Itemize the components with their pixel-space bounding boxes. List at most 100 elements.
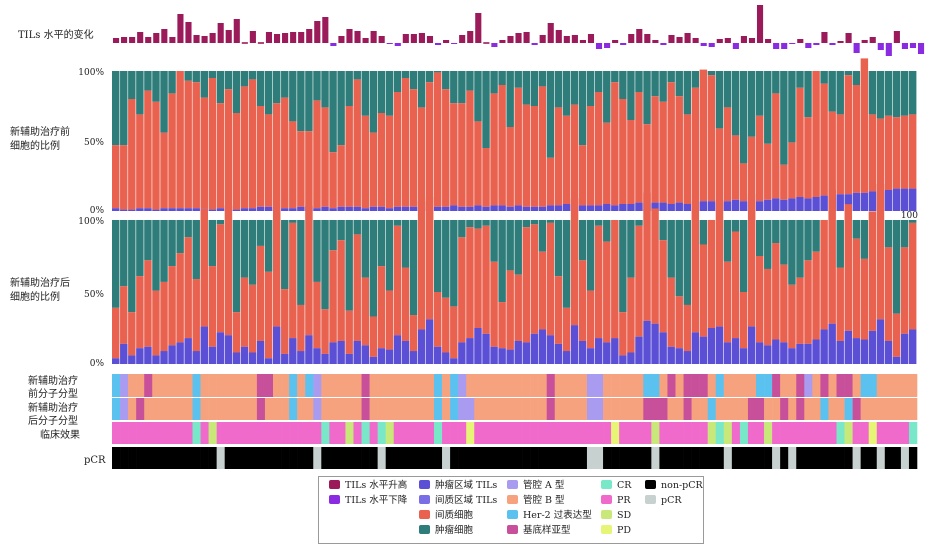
pre-tils-segment [530,206,539,211]
tils-change-bar [756,5,764,43]
clinical-effect-cell [796,422,805,444]
pre-tils-segment [514,205,522,211]
post-stroma-segment [506,270,514,350]
pcr-cell [329,447,338,469]
tils-change-bar [612,40,619,43]
tils-change-bar [129,37,136,43]
pre-tumor-segment [844,71,852,76]
post-subtype-cell [884,398,894,420]
tils-change-bar [587,34,595,43]
pre-tumor-segment [892,71,901,118]
post-tumor-segment [442,220,450,298]
post-subtype-cell [385,398,395,420]
post-stroma-segment [160,281,168,352]
pre-stroma-segment [450,103,458,206]
pcr-cell [812,447,821,469]
pcr-cell [458,447,467,469]
post-tumor-segment [595,220,603,226]
post-tils-segment [876,319,885,364]
post-subtype-cell [168,398,177,420]
pre-stroma-segment [554,107,563,206]
post-tumor-segment [796,220,804,278]
post-stroma-segment [458,237,466,343]
pre-tils-segment [248,208,257,211]
pcr-cell [297,447,306,469]
clinical-effect-cell [908,422,918,444]
pre-tils-segment [401,206,410,211]
post-tils-segment [860,339,869,364]
tils-change-bar [628,34,635,43]
pre-stroma-segment [892,117,901,189]
pre-tick-100: 100% [78,68,104,78]
post-stroma-segment [860,258,869,340]
pre-tumor-segment [490,71,498,94]
pre-subtype-cell [289,374,298,397]
tils-change-bar [821,32,828,43]
pre-subtype-cell [586,374,596,397]
pre-tumor-segment [112,71,120,146]
pre-stroma-segment [788,142,796,199]
post-tumor-segment [232,220,241,313]
post-stroma-segment [739,292,748,349]
post-tils-segment [667,346,675,364]
clinical-effect-cell [273,422,282,444]
post-tils-segment [619,355,627,364]
post-tils-segment [417,329,426,364]
post-subtype-cell [417,398,427,420]
pcr-cell [248,447,258,469]
post-tumor-segment [216,220,225,225]
pre-tumor-segment [570,71,579,105]
pcr-cell [627,447,636,469]
pre-tumor-segment [329,71,337,153]
pre-subtype-cell [281,374,290,397]
post-tils-segment [554,343,563,364]
post-tils-segment [900,333,909,364]
pre-subtype-cell [128,374,137,397]
post-subtype-cell [321,398,330,420]
pre-stroma-segment [490,93,498,206]
pre-stroma-segment [683,114,691,204]
pre-tils-segment [232,209,241,211]
post-subtype-cell [377,398,386,420]
pre-tumor-segment [554,71,563,108]
pre-subtype-cell [780,374,789,397]
post-stroma-segment [619,312,627,356]
tils-change-bar [644,34,651,43]
pre-tumor-segment [868,71,877,115]
post-subtype-cell [756,398,765,420]
tils-change-bar [684,33,691,43]
clinical-effect-cell [764,422,773,444]
pre-subtype-cell [619,374,628,397]
tils-change-bar [692,38,699,43]
clinical-effect-cell [836,422,845,444]
post-subtype-cell [530,398,539,420]
post-tils-segment [313,348,321,364]
post-stroma-segment [876,184,885,320]
pre-stroma-segment [168,93,176,209]
post-tils-segment [498,348,506,364]
clinical-effect-cell [393,422,403,444]
pre-subtype-cell [747,374,757,397]
tils-change-bar [547,23,554,43]
clinical-effect-cell [425,422,435,444]
pre-subtype-cell [731,374,741,397]
pre-subtype-cell [611,374,620,397]
clinical-effect-cell [546,422,556,444]
post-stroma-segment [820,220,828,330]
post-stroma-segment [884,247,893,341]
pre-subtype-cell [876,374,886,397]
pre-tumor-segment [482,71,490,148]
post-stroma-segment [578,260,587,341]
pre-subtype-cell [152,374,161,397]
pre-tils-segment [361,208,369,211]
pcr-cell [619,447,628,469]
tils-change-bar [620,43,627,45]
pcr-cell [659,447,668,469]
post-stroma-segment [442,297,450,353]
pre-subtype-cell [361,374,370,397]
post-subtype-cell [176,398,185,420]
pre-tils-segment [788,198,796,211]
post-tils-segment [514,340,522,364]
pre-tils-segment [136,208,144,211]
pre-tils-segment [764,199,772,211]
